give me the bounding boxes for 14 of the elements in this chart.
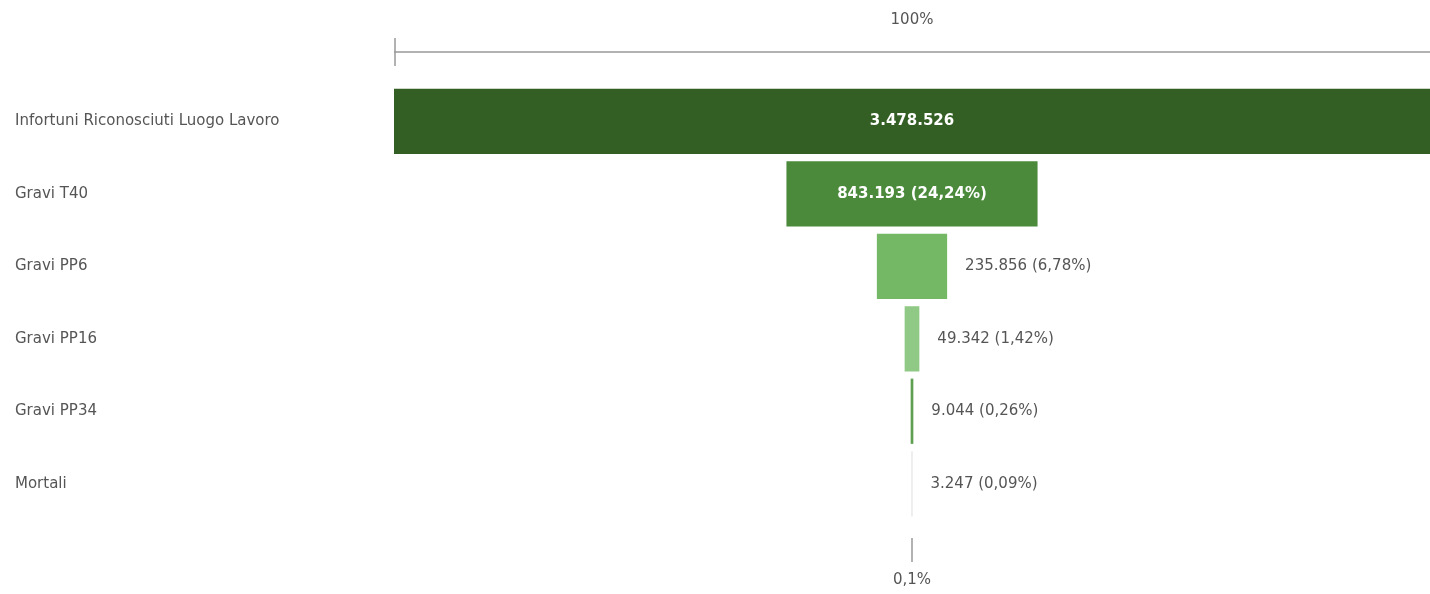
category-label: Gravi T40 [15,183,89,202]
data-label: 235.856 (6,78%) [965,256,1092,275]
text: 0,1% [892,569,932,588]
data-label: 49.342 (1,42%) [937,328,1054,347]
text: 100% [890,9,934,28]
data-label: 3.478.526 [869,111,955,130]
data-label: 3.247 (0,09%) [930,473,1038,492]
category-label: Gravi PP34 [15,401,97,420]
data-label: 843.193 (24,24%) [837,183,987,202]
data-label: 9.044 (0,26%) [931,401,1039,420]
category-label: Gravi PP16 [15,328,97,347]
category-label: Gravi PP6 [15,256,88,275]
category-label: Infortuni Riconosciuti Luogo Lavoro [15,111,280,130]
category-label: Mortali [15,473,67,492]
